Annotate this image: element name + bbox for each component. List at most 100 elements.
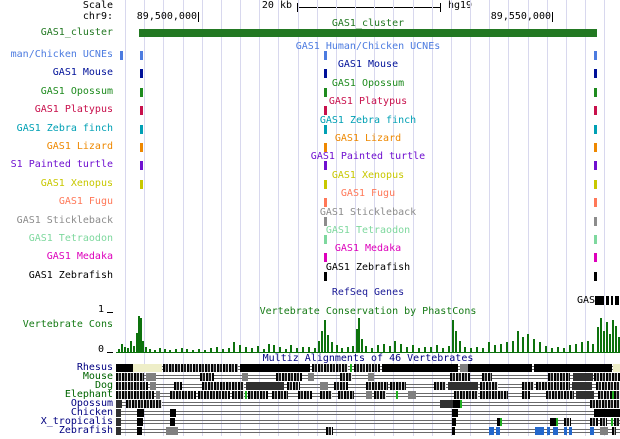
conservation-bar[interactable] [279, 347, 281, 352]
track-item-painted-turtle[interactable] [594, 161, 597, 170]
multiz-segment[interactable] [350, 364, 352, 372]
multiz-segment[interactable] [137, 427, 142, 435]
conservation-bar[interactable] [412, 345, 414, 352]
multiz-segment[interactable] [480, 391, 508, 399]
conservation-bar[interactable] [377, 345, 379, 352]
multiz-segment[interactable] [116, 409, 121, 417]
multiz-segment[interactable] [522, 391, 530, 399]
multiz-segment[interactable] [614, 391, 620, 399]
conservation-bar[interactable] [400, 344, 402, 352]
multiz-segment[interactable] [489, 427, 494, 435]
conservation-bar[interactable] [522, 337, 524, 352]
conservation-bar[interactable] [228, 348, 230, 352]
track-item-fugu[interactable] [594, 198, 597, 207]
track-item-ucnes[interactable] [324, 51, 327, 60]
multiz-segment[interactable] [198, 391, 230, 399]
multiz-segment[interactable] [312, 364, 348, 372]
track-center-label-painted-turtle[interactable]: GAS1 Painted turtle [310, 151, 426, 162]
conservation-bar[interactable] [406, 347, 408, 352]
cluster-bar[interactable] [139, 29, 597, 37]
multiz-segment[interactable] [116, 382, 148, 390]
conservation-bar[interactable] [361, 339, 363, 352]
multiz-segment[interactable] [500, 418, 502, 426]
multiz-segment[interactable] [366, 391, 372, 399]
track-item-stickleback[interactable] [594, 217, 597, 226]
multiz-segment[interactable] [116, 373, 144, 381]
track-item-opossum[interactable] [324, 88, 327, 97]
multiz-segment[interactable] [572, 382, 592, 390]
track-center-label-opossum[interactable]: GAS1 Opossum [331, 78, 405, 89]
multiz-segment[interactable] [548, 373, 570, 381]
multiz-segment[interactable] [454, 391, 478, 399]
multiz-row-label[interactable]: Elephant [64, 389, 113, 400]
track-item-stickleback[interactable] [324, 217, 327, 226]
conservation-bar[interactable] [358, 318, 360, 352]
multiz-segment[interactable] [174, 382, 182, 390]
conservation-bar[interactable] [603, 331, 605, 352]
multiz-row-label[interactable]: Chicken [70, 407, 113, 418]
conservation-bar[interactable] [268, 344, 270, 352]
track-item-ucnes[interactable] [120, 51, 123, 60]
multiz-segment[interactable] [163, 364, 238, 372]
conservation-bar[interactable] [618, 337, 620, 352]
conservation-bar[interactable] [609, 334, 611, 352]
conservation-bar[interactable] [192, 350, 194, 352]
conservation-bar[interactable] [321, 331, 323, 352]
multiz-segment[interactable] [202, 382, 244, 390]
conservation-bar[interactable] [273, 345, 275, 352]
multiz-segment[interactable] [146, 373, 156, 381]
multiz-segment[interactable] [569, 427, 572, 435]
multiz-segment[interactable] [366, 382, 388, 390]
track-item-opossum[interactable] [140, 88, 143, 97]
multiz-segment[interactable] [245, 391, 247, 399]
multiz-row-label[interactable]: X_tropicalis [40, 416, 113, 427]
conservation-bar[interactable] [327, 335, 329, 352]
track-item-mouse[interactable] [594, 69, 597, 78]
conservation-bar[interactable] [517, 331, 519, 352]
multiz-segment[interactable] [137, 418, 143, 426]
conservation-bar[interactable] [257, 346, 259, 352]
multiz-segment[interactable] [170, 391, 196, 399]
multiz-segment[interactable] [564, 418, 571, 426]
multiz-segment[interactable] [534, 364, 612, 372]
conservation-bar[interactable] [145, 347, 147, 352]
conservation-bar[interactable] [575, 344, 577, 352]
multiz-segment[interactable] [556, 418, 558, 426]
conservation-bar[interactable] [612, 320, 614, 352]
track-item-lizard[interactable] [324, 143, 327, 152]
track-item-platypus[interactable] [324, 106, 327, 115]
track-item-medaka[interactable] [324, 253, 327, 262]
conservation-bar[interactable] [383, 344, 385, 352]
conservation-bar[interactable] [352, 346, 354, 352]
multiz-segment[interactable] [242, 373, 248, 381]
multiz-segment[interactable] [596, 382, 620, 390]
track-item-zebrafish[interactable] [594, 272, 597, 281]
track-left-label-platypus[interactable]: GAS1 Platypus [34, 104, 113, 115]
multiz-segment[interactable] [564, 427, 567, 435]
conservation-bar[interactable] [442, 348, 444, 352]
multiz-segment[interactable] [326, 427, 333, 435]
conservation-bar[interactable] [597, 327, 599, 352]
conservation-bar[interactable] [204, 350, 206, 352]
track-item-mouse[interactable] [324, 69, 327, 78]
conservation-bar[interactable] [118, 349, 120, 352]
multiz-segment[interactable] [396, 391, 398, 399]
multiz-segment[interactable] [594, 373, 620, 381]
track-left-label-fugu[interactable]: GAS1 Fugu [58, 196, 113, 207]
refseq-gene-exon[interactable] [615, 296, 619, 305]
track-item-zebra-finch[interactable] [140, 125, 143, 134]
track-center-label-ucnes[interactable]: GAS1 Human/Chicken UCNEs [295, 41, 441, 52]
conservation-bar[interactable] [149, 349, 151, 352]
track-left-label-medaka[interactable]: GAS1 Medaka [46, 251, 113, 262]
multiz-segment[interactable] [382, 364, 458, 372]
track-item-painted-turtle[interactable] [140, 161, 143, 170]
multiz-segment[interactable] [276, 373, 302, 381]
multiz-segment[interactable] [137, 409, 144, 417]
track-item-zebrafish[interactable] [324, 272, 327, 281]
conservation-bar[interactable] [470, 348, 472, 352]
track-item-ucnes[interactable] [594, 51, 597, 60]
multiz-segment[interactable] [116, 418, 121, 426]
multiz-segment[interactable] [460, 400, 462, 408]
multiz-segment[interactable] [590, 427, 594, 435]
conservation-bar[interactable] [389, 346, 391, 352]
